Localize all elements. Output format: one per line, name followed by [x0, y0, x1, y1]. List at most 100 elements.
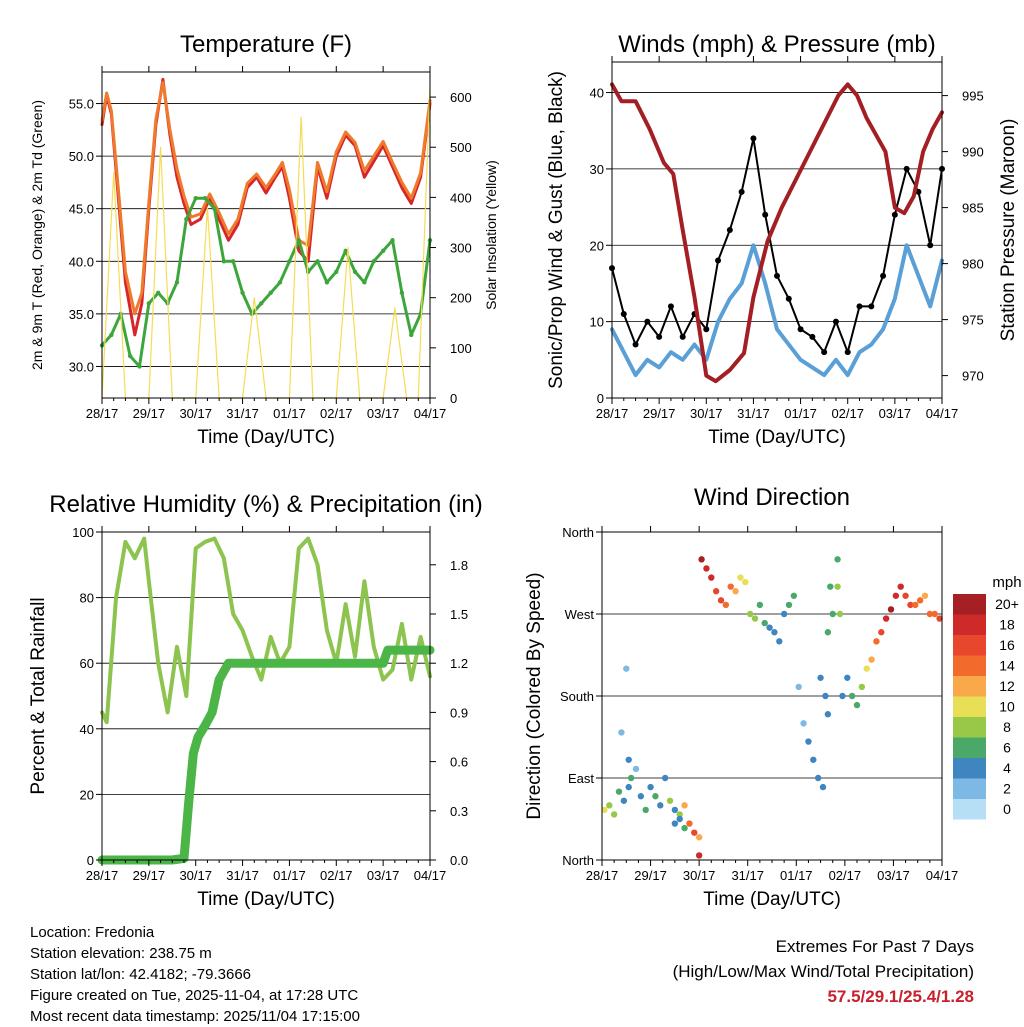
latlon-text: Station lat/lon: 42.4182; -79.3666	[30, 966, 252, 983]
y-tick-label: 0	[87, 853, 94, 868]
y-right-tick-label: 100	[450, 341, 472, 356]
data-point	[127, 353, 133, 359]
x-tick-label: 31/17	[226, 868, 259, 883]
data-point	[324, 280, 330, 285]
data-point	[878, 629, 885, 636]
chart-title: Wind Direction	[694, 484, 850, 511]
legend-label: 0	[1003, 801, 1011, 817]
data-point	[921, 592, 929, 599]
data-point	[610, 811, 618, 818]
y-tick-label: 30.0	[69, 359, 94, 374]
data-point	[184, 217, 189, 222]
y-tick-label: 20	[80, 787, 94, 802]
data-point	[839, 692, 846, 700]
data-point	[738, 188, 745, 195]
data-point	[824, 711, 832, 718]
data-point	[810, 756, 817, 763]
data-point	[703, 326, 710, 333]
data-point	[666, 797, 674, 804]
data-point	[695, 852, 703, 859]
data-point	[623, 665, 630, 672]
y-right-tick-label: 0.6	[450, 755, 468, 770]
data-point	[615, 788, 623, 795]
chart-title: Winds (mph) & Pressure (mb)	[618, 31, 935, 58]
data-point	[137, 364, 142, 369]
data-point	[844, 674, 851, 681]
y-right-tick-label: 1.2	[450, 656, 468, 671]
legend-swatch	[953, 737, 986, 758]
y-tick-label: West	[565, 607, 595, 622]
y-right-axis-label: Solar Insolation (Yellow)	[483, 160, 499, 310]
data-point	[606, 802, 613, 809]
data-point	[785, 295, 792, 302]
data-point	[785, 601, 793, 609]
series-line	[100, 536, 432, 725]
x-axis-label: Time (Day/UTC)	[703, 889, 841, 910]
data-point	[717, 597, 725, 604]
data-point	[352, 269, 358, 275]
data-point	[750, 135, 757, 142]
data-point	[817, 674, 824, 681]
data-point	[927, 242, 934, 249]
x-tick-label: 28/17	[596, 406, 629, 421]
legend-swatch	[953, 696, 986, 717]
data-point	[380, 248, 386, 253]
y-axis-label: Percent & Total Rainfall	[28, 597, 49, 794]
data-point	[676, 811, 683, 818]
legend-swatch	[953, 778, 986, 799]
y-right-tick-label: 1.5	[450, 607, 468, 622]
y-right-tick-label: 985	[962, 201, 984, 216]
data-point	[727, 583, 734, 590]
chart-title: Relative Humidity (%) & Precipitation (i…	[49, 491, 482, 518]
legend-unit: mph	[992, 574, 1021, 591]
x-tick-label: 03/17	[367, 406, 400, 421]
data-point	[737, 574, 744, 581]
data-point	[814, 774, 822, 782]
x-tick-label: 01/17	[273, 406, 306, 421]
chart-title: Temperature (F)	[180, 31, 352, 58]
y-right-tick-label: 980	[962, 257, 984, 272]
data-point	[903, 165, 910, 172]
legend-swatch	[953, 676, 986, 697]
data-point	[844, 349, 851, 356]
x-tick-label: 29/17	[133, 868, 166, 883]
data-point	[853, 701, 861, 709]
data-point	[686, 820, 693, 827]
data-point	[822, 692, 829, 700]
data-point	[287, 259, 292, 264]
legend-swatch	[953, 635, 986, 656]
extremes-title: Extremes For Past 7 Days	[775, 937, 974, 956]
y-right-tick-label: 0.0	[450, 853, 468, 868]
data-point	[751, 615, 759, 622]
legend-swatch	[953, 614, 986, 635]
legend-label: 14	[999, 658, 1015, 674]
series-line	[100, 81, 432, 316]
data-point	[231, 259, 236, 264]
y-right-tick-label: 970	[962, 369, 984, 384]
legend-label: 12	[999, 678, 1015, 694]
data-point	[708, 574, 715, 581]
y-right-tick-label: 0	[450, 391, 457, 406]
y-right-tick-label: 975	[962, 313, 984, 328]
data-point	[762, 211, 769, 218]
y-axis-label: Direction (Colored By Speed)	[524, 572, 545, 819]
x-tick-label: 02/17	[829, 868, 862, 883]
data-point	[202, 195, 208, 201]
extremes-info: Extremes For Past 7 Days (High/Low/Max W…	[673, 934, 974, 1009]
data-point	[625, 783, 632, 791]
y-right-tick-label: 0.3	[450, 804, 468, 819]
y-right-tick-label: 200	[450, 291, 472, 306]
data-point	[193, 195, 198, 201]
data-point	[771, 629, 778, 636]
data-point	[780, 610, 788, 618]
extremes-values: 57.5/29.1/25.4/1.28	[827, 987, 974, 1006]
station-info: Location: Fredonia Station elevation: 23…	[30, 922, 360, 1027]
y-right-tick-label: 995	[962, 89, 984, 104]
data-point	[887, 606, 895, 613]
data-point	[776, 638, 783, 645]
legend-swatch	[953, 594, 986, 615]
y-axis-label: 2m & 9m T (Red, Orange) & 2m Td (Green)	[29, 100, 45, 370]
data-point	[726, 227, 733, 233]
x-tick-label: 31/17	[731, 868, 764, 883]
